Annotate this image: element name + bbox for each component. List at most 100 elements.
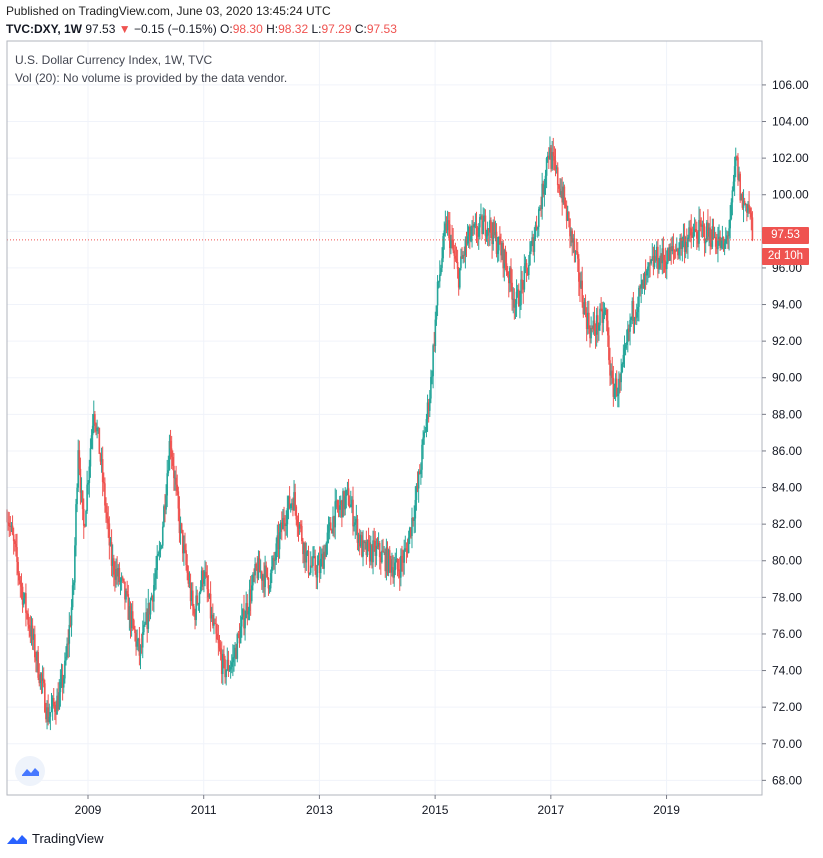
candle-body xyxy=(477,227,480,237)
candle-body xyxy=(288,496,291,509)
candle-body xyxy=(233,657,235,659)
candle-body xyxy=(385,547,388,572)
candle-body xyxy=(383,551,385,553)
candles-layer xyxy=(6,136,754,731)
candle-body xyxy=(375,545,378,556)
footer-brand[interactable]: TradingView xyxy=(6,831,104,846)
chart-frame xyxy=(6,40,763,796)
candle-body xyxy=(342,491,344,518)
candle-body xyxy=(185,550,187,566)
candle-body xyxy=(24,593,26,599)
candle-body xyxy=(603,311,606,314)
candle-body xyxy=(262,575,264,581)
candle-body xyxy=(598,325,600,331)
candle-body xyxy=(655,246,658,261)
time-axis[interactable]: 2009 2011 2013 2015 2017 2019 xyxy=(75,795,681,817)
candle-body xyxy=(460,256,462,269)
candle-body xyxy=(618,378,620,395)
candle-body xyxy=(307,551,310,574)
candle-body xyxy=(681,240,684,250)
candle-body xyxy=(337,507,340,510)
y-tick-label: 76.00 xyxy=(772,627,802,641)
candle-body xyxy=(416,485,419,489)
candle-body xyxy=(376,545,379,547)
candle-body xyxy=(312,556,314,566)
candle-body xyxy=(412,517,414,521)
candle-body xyxy=(580,280,582,288)
candle-body xyxy=(713,237,716,239)
candle-body xyxy=(17,562,19,574)
candle-body xyxy=(511,282,513,300)
candle-body xyxy=(295,506,298,520)
candle-body xyxy=(357,534,360,543)
candle-body xyxy=(89,448,92,467)
candle-body xyxy=(349,504,352,508)
candle-body xyxy=(47,707,49,722)
candle-body xyxy=(741,194,744,208)
candle-body xyxy=(742,201,745,208)
candle-body xyxy=(19,580,22,584)
y-tick-label: 88.00 xyxy=(772,407,802,421)
volume-note: Vol (20): No volume is provided by the d… xyxy=(15,71,288,85)
candle-body xyxy=(12,534,15,542)
candle-body xyxy=(115,568,117,580)
y-tick-label: 68.00 xyxy=(772,773,802,787)
candle-body xyxy=(95,423,97,432)
candle-body xyxy=(101,459,104,483)
candle-body xyxy=(86,484,88,512)
price-axis[interactable]: 68.00 70.00 72.00 74.00 76.00 78.00 80.00 82.00… xyxy=(762,78,809,787)
candle-body xyxy=(684,242,687,252)
candle-body xyxy=(306,551,309,553)
candle-body xyxy=(291,503,293,505)
candle-body xyxy=(151,596,154,602)
candle-body xyxy=(382,550,384,553)
candle-body xyxy=(377,543,380,547)
candle-body xyxy=(604,309,607,312)
close-label: C: xyxy=(354,22,367,36)
candle-body xyxy=(314,556,316,571)
candle-body xyxy=(98,427,101,454)
x-tick-label: 2009 xyxy=(75,803,102,817)
candle-body xyxy=(510,267,512,283)
candle-body xyxy=(561,191,563,203)
candle-body xyxy=(697,238,699,244)
candle-body xyxy=(16,547,18,563)
candle-body xyxy=(37,651,39,678)
candle-body xyxy=(539,207,541,210)
candle-body xyxy=(651,256,654,260)
candle-body xyxy=(174,477,176,479)
candle-body xyxy=(171,457,174,466)
candle-body xyxy=(45,711,47,720)
tradingview-cloud-icon[interactable] xyxy=(15,756,45,786)
candle-body xyxy=(35,657,37,661)
candle-body xyxy=(169,440,172,449)
candle-body xyxy=(589,328,591,339)
candle-body xyxy=(672,246,675,250)
candle-body xyxy=(447,220,450,225)
candle-body xyxy=(558,185,560,189)
candle-body xyxy=(632,300,635,321)
candle-body xyxy=(551,151,553,169)
candle-body xyxy=(644,273,647,276)
candle-body xyxy=(390,559,392,573)
candle-body xyxy=(286,508,289,525)
candle-body xyxy=(613,388,616,397)
candle-body xyxy=(683,235,686,252)
candle-body xyxy=(661,248,664,264)
candle-body xyxy=(338,505,341,510)
candle-body xyxy=(324,551,326,557)
candle-body xyxy=(138,638,141,656)
candle-body xyxy=(685,242,688,248)
y-tick-label: 70.00 xyxy=(772,737,802,751)
candle-body xyxy=(253,574,255,576)
candle-body xyxy=(570,230,572,237)
candle-body xyxy=(177,491,180,509)
candle-body xyxy=(91,425,94,436)
candle-body xyxy=(466,236,469,244)
candle-body xyxy=(709,227,711,243)
candle-body xyxy=(341,500,343,518)
candle-body xyxy=(225,669,227,678)
candle-body xyxy=(246,603,249,615)
candle-body xyxy=(493,222,496,236)
